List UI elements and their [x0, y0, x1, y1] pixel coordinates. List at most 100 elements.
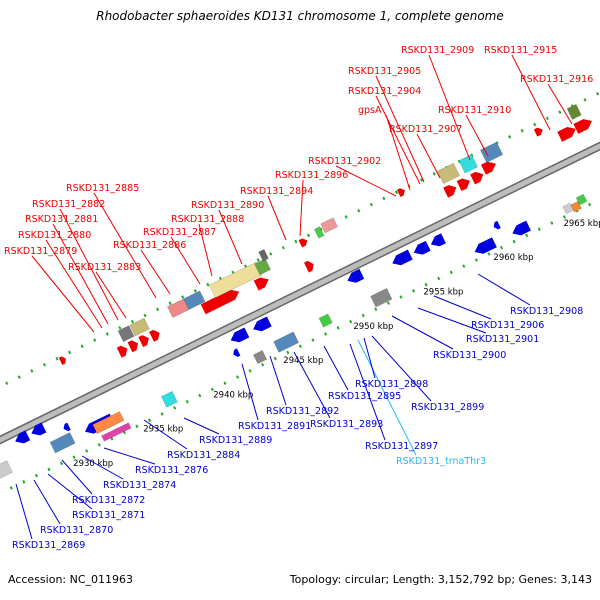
- leader-line: [198, 223, 213, 277]
- leader-line: [363, 337, 376, 379]
- gene-box: [254, 258, 271, 276]
- leader-line: [95, 271, 127, 319]
- leader-line: [299, 179, 304, 237]
- forward-gene-label: RSKD131_2890: [191, 200, 264, 211]
- topology-label: Topology:: [289, 573, 342, 586]
- gene-box: [167, 298, 190, 318]
- accession-value: NC_011963: [69, 573, 134, 586]
- gene-box: [49, 432, 76, 454]
- leader-line: [385, 114, 411, 191]
- reverse-gene-arrow: [430, 233, 446, 247]
- leader-line: [241, 363, 259, 421]
- forward-gene-arrow: [303, 260, 314, 273]
- leader-line: [323, 345, 349, 391]
- forward-gene-arrow: [480, 161, 496, 175]
- reverse-gene-arrow: [347, 268, 365, 283]
- reverse-gene-label: RSKD131_2870: [40, 525, 113, 536]
- forward-gene-arrow: [253, 277, 269, 291]
- leader-line: [81, 455, 124, 480]
- forward-gene-label: RSKD131_2886: [113, 240, 186, 251]
- tick-label: 2960 kbp: [493, 253, 533, 263]
- leader-line: [33, 479, 61, 525]
- map-title: Rhodobacter sphaeroides KD131 chromosome…: [96, 9, 504, 23]
- forward-gene-label: RSKD131_2883: [68, 262, 141, 273]
- gene-box: [562, 202, 574, 215]
- forward-gene-label: RSKD131_2916: [520, 74, 593, 85]
- gene-box: [318, 313, 333, 328]
- label-leader-lines: [15, 54, 573, 540]
- gene-box: [480, 141, 504, 163]
- gene-box: [258, 249, 269, 262]
- forward-gene-arrow-small: [396, 188, 405, 198]
- topology-value: circular: [344, 573, 386, 586]
- forward-gene-arrow: [456, 178, 470, 192]
- reverse-gene-label: RSKD131_2898: [355, 379, 428, 390]
- gene-box: [101, 422, 132, 442]
- reverse-gene-label: RSKD131_2895: [328, 391, 401, 402]
- tick-label: 2930 kbp: [73, 459, 113, 469]
- gene-box: [183, 290, 206, 310]
- reverse-gene-label: RSKD131_2908: [510, 306, 583, 317]
- gene-box: [436, 162, 460, 185]
- reverse-gene-label: RSKD131_2906: [471, 320, 544, 331]
- forward-gene-label: RSKD131_2896: [275, 170, 348, 181]
- reverse-gene-label: RSKD131_2869: [12, 540, 85, 551]
- leader-line: [428, 54, 471, 161]
- gene-box: [320, 217, 338, 234]
- reverse-gene-label: RSKD131_2889: [199, 435, 272, 446]
- leader-line: [183, 417, 220, 435]
- leader-line: [218, 209, 243, 265]
- forward-gene-arrow: [470, 171, 484, 185]
- leader-line: [511, 54, 551, 131]
- forward-gene-label: RSKD131_2905: [348, 66, 421, 77]
- forward-gene-arrow: [200, 289, 240, 315]
- tick-label: 2935 kbp: [143, 425, 183, 435]
- gene-box: [253, 350, 268, 365]
- gene-labels: RSKD131_2869 RSKD131_2870 RSKD131_2871 RSKD…: [4, 45, 593, 551]
- tick-label: 2965 kbp: [563, 219, 600, 229]
- leader-line: [143, 419, 188, 450]
- gene-box: [566, 103, 582, 120]
- leader-line: [357, 339, 417, 456]
- reverse-gene-arrow: [392, 249, 413, 266]
- gene-box: [458, 154, 478, 174]
- reverse-gene-arrow-small: [63, 422, 71, 432]
- leader-line: [433, 295, 492, 320]
- forward-gene-arrow: [443, 185, 457, 198]
- leader-line: [547, 83, 573, 125]
- reverse-gene-label: RSKD131_2876: [135, 465, 208, 476]
- leader-line: [52, 223, 109, 325]
- leader-line: [349, 343, 386, 441]
- gene-box: [570, 201, 582, 213]
- forward-gene-label: RSKD131_2909: [401, 45, 474, 56]
- leader-line: [465, 114, 489, 157]
- leader-line: [140, 249, 171, 295]
- reverse-gene-arrow: [512, 220, 531, 236]
- chromosome-backbone: [0, 141, 600, 445]
- leader-line: [47, 473, 93, 510]
- accession-label: Accession:: [8, 573, 67, 586]
- accession-info: Accession: NC_011963: [8, 573, 133, 586]
- reverse-gene-label: RSKD131_2897: [365, 441, 438, 452]
- reverse-gene-arrow-small: [233, 348, 241, 357]
- tick-label: 2940 kbp: [213, 390, 253, 400]
- gene-box: [313, 226, 325, 239]
- reverse-gene-arrow: [413, 240, 431, 255]
- forward-gene-arrow: [557, 127, 576, 142]
- forward-gene-label: RSKD131_2882: [32, 199, 105, 210]
- forward-gene-arrow: [138, 335, 149, 348]
- reverse-gene-label: RSKD131_2899: [411, 402, 484, 413]
- tick-label: 2945 kbp: [283, 356, 323, 366]
- leader-line: [45, 239, 103, 329]
- forward-gene-arrow: [127, 340, 139, 353]
- length-value: 3,152,792 bp: [437, 573, 512, 586]
- leader-line: [417, 307, 487, 334]
- reverse-gene-label: RSKD131_2871: [72, 510, 145, 521]
- reverse-gene-arrow: [31, 422, 47, 436]
- leader-line: [170, 236, 201, 285]
- forward-gene-arrow: [116, 345, 128, 358]
- reverse-gene-label: RSKD131_2901: [466, 334, 539, 345]
- forward-gene-label: RSKD131_2894: [240, 186, 313, 197]
- reverse-gene-arrow-small: [493, 220, 501, 230]
